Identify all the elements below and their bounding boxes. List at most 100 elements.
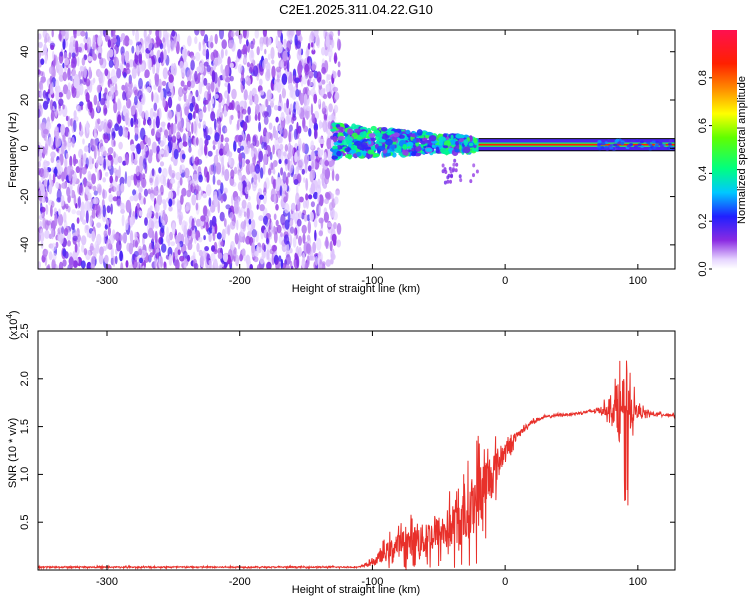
spec-noise-blob	[88, 66, 92, 80]
spec-noise-blob	[314, 128, 317, 140]
spec-noise-blob	[49, 99, 54, 111]
spec-noise-blob	[334, 196, 339, 205]
spec-noise-blob	[180, 80, 185, 87]
spec-carrier-blob	[601, 142, 606, 146]
spec-noise-blob	[291, 265, 294, 269]
spec-noise-blob	[332, 211, 338, 221]
spec-noise-blob	[51, 30, 54, 38]
spec-signal-blob	[452, 162, 456, 167]
spec-noise-blob	[328, 114, 333, 121]
spec-noise-blob	[154, 230, 158, 244]
spec-noise-blob	[195, 218, 202, 227]
spec-noise-blob	[273, 213, 277, 221]
spec-carrier-blob	[633, 145, 638, 149]
spec-noise-blob	[285, 115, 290, 125]
spec-noise-blob	[44, 229, 50, 239]
spec-noise-blob	[210, 35, 213, 43]
spec-noise-blob	[114, 255, 118, 265]
spec-signal-blob	[336, 145, 343, 150]
spec-noise-blob	[128, 59, 134, 68]
spec-noise-blob	[249, 99, 253, 106]
spec-noise-blob	[113, 167, 117, 174]
spec-ytick-label: 0	[19, 145, 31, 151]
spec-noise-blob	[92, 53, 97, 61]
spec-noise-blob	[76, 217, 80, 224]
spec-noise-blob	[260, 104, 265, 112]
spec-noise-blob	[186, 133, 189, 144]
spec-noise-blob	[271, 244, 278, 252]
spec-noise-blob	[241, 108, 247, 115]
spec-noise-blob	[54, 213, 58, 227]
spec-noise-blob	[210, 204, 216, 213]
spec-noise-blob	[325, 259, 331, 267]
spec-noise-blob	[43, 179, 48, 187]
spec-noise-blob	[111, 30, 116, 36]
spec-noise-blob	[175, 259, 180, 269]
spec-noise-blob	[266, 261, 272, 269]
spec-noise-blob	[53, 207, 58, 215]
spec-noise-blob	[189, 93, 193, 101]
spec-noise-blob	[264, 48, 267, 55]
spec-signal-blob	[390, 144, 396, 150]
spec-noise-blob	[38, 33, 42, 40]
spec-noise-blob	[310, 201, 315, 208]
spec-noise-blob	[117, 100, 122, 112]
spec-carrier-blob	[635, 139, 640, 142]
spec-noise-blob	[306, 105, 311, 112]
spec-noise-blob	[275, 116, 279, 123]
spec-noise-blob	[252, 65, 259, 77]
spec-signal-blob	[399, 134, 405, 139]
spec-noise-blob	[229, 75, 234, 82]
spec-noise-blob	[228, 151, 233, 158]
spec-noise-blob	[249, 264, 253, 269]
spec-noise-blob	[96, 183, 102, 193]
spec-noise-blob	[322, 93, 328, 100]
spec-noise-blob	[317, 99, 321, 105]
spec-noise-blob	[304, 64, 310, 76]
spec-noise-blob	[117, 114, 122, 125]
spec-noise-blob	[276, 74, 280, 83]
spec-noise-blob	[320, 88, 324, 97]
spec-signal-blob	[345, 154, 353, 159]
spec-noise-blob	[136, 203, 141, 211]
spec-noise-blob	[214, 118, 217, 131]
spec-noise-blob	[143, 119, 146, 126]
spec-noise-blob	[85, 157, 89, 169]
spec-noise-blob	[102, 235, 106, 245]
spec-noise-blob	[83, 177, 87, 188]
spec-noise-blob	[262, 110, 268, 118]
spec-noise-blob	[80, 30, 86, 37]
spec-noise-blob	[50, 88, 54, 95]
spec-noise-blob	[160, 256, 163, 268]
spectrogram-x-label: Height of straight line (km)	[292, 283, 420, 295]
spec-noise-blob	[335, 190, 340, 196]
spec-noise-blob	[223, 218, 227, 228]
spec-noise-blob	[38, 181, 42, 187]
spec-noise-blob	[62, 104, 65, 110]
spec-noise-blob	[237, 181, 243, 192]
spec-noise-blob	[193, 121, 197, 134]
spec-xtick-label: 100	[629, 275, 647, 287]
spec-noise-blob	[113, 140, 116, 147]
spec-noise-blob	[209, 164, 214, 175]
spec-noise-blob	[151, 243, 155, 250]
spec-noise-blob	[329, 202, 334, 211]
spec-noise-blob	[219, 30, 224, 40]
spec-noise-blob	[104, 68, 109, 77]
spec-noise-blob	[275, 259, 280, 269]
spec-noise-blob	[292, 236, 297, 248]
spec-noise-blob	[120, 183, 125, 193]
spec-noise-blob	[307, 79, 310, 86]
spec-noise-blob	[76, 210, 82, 216]
spec-noise-blob	[160, 237, 164, 245]
spec-noise-blob	[208, 197, 212, 207]
spec-noise-blob	[203, 61, 209, 67]
spec-ytick-label: -20	[19, 189, 31, 205]
spec-noise-blob	[289, 103, 293, 112]
spec-noise-blob	[149, 149, 153, 157]
spec-noise-blob	[135, 165, 140, 177]
spec-noise-blob	[231, 195, 234, 206]
spec-noise-blob	[196, 242, 200, 253]
spec-noise-blob	[247, 77, 251, 87]
spec-noise-blob	[97, 118, 101, 125]
